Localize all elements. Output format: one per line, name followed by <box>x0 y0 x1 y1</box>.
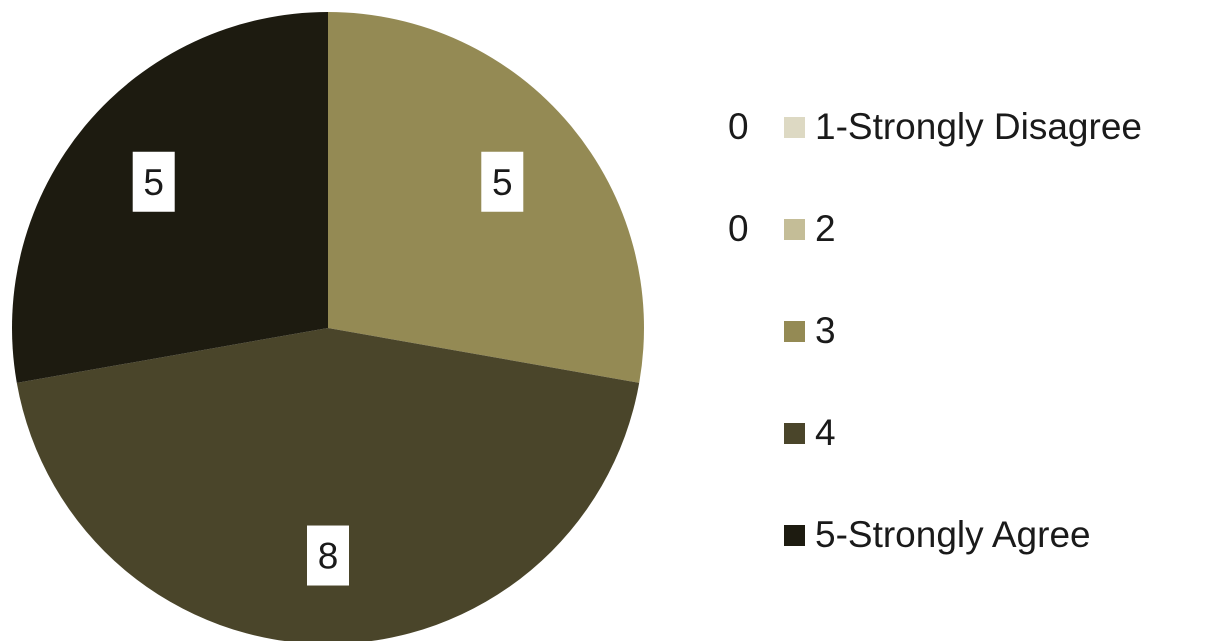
data-label: 5 <box>481 151 524 212</box>
legend-item: 0 1-Strongly Disagree <box>728 100 1142 154</box>
legend-item: 4 <box>728 406 1142 460</box>
legend-swatch <box>784 320 805 342</box>
data-labels: 5 8 5 <box>132 151 524 586</box>
legend-item: 3 <box>728 304 1142 358</box>
data-label-box <box>132 151 175 212</box>
legend-label: 1-Strongly Disagree <box>815 106 1142 147</box>
data-label-text: 8 <box>318 536 339 577</box>
data-label-text: 5 <box>143 162 164 203</box>
legend-label: 2 <box>815 208 836 249</box>
legend-label: 4 <box>815 412 836 453</box>
legend-label: 5-Strongly Agree <box>815 514 1091 555</box>
legend-swatch <box>784 524 805 546</box>
legend-swatch <box>784 422 805 444</box>
legend-swatch <box>784 116 805 138</box>
data-label: 8 <box>307 525 349 586</box>
pie-slice <box>16 328 640 641</box>
data-label-text: 5 <box>492 162 513 203</box>
legend-count: 0 <box>728 106 749 147</box>
legend-count: 0 <box>728 208 749 249</box>
legend: 0 1-Strongly Disagree 0 2 3 4 5-Strongly Agree <box>728 100 1142 610</box>
legend-label: 3 <box>815 310 836 351</box>
legend-item: 5-Strongly Agree <box>728 508 1142 562</box>
data-label: 5 <box>132 151 175 212</box>
legend-swatch <box>784 218 805 240</box>
data-label-box <box>481 151 524 212</box>
data-label-box <box>307 525 349 586</box>
